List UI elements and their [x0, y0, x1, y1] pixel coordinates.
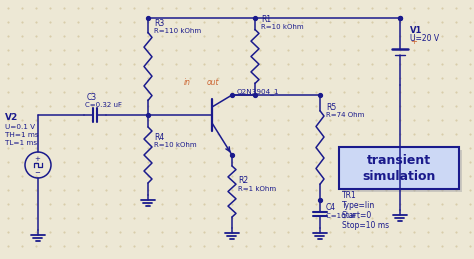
FancyBboxPatch shape	[342, 150, 462, 192]
Text: R=110 kOhm: R=110 kOhm	[154, 28, 201, 34]
Text: +: +	[34, 156, 40, 162]
Text: C4: C4	[326, 203, 336, 212]
Text: R=74 Ohm: R=74 Ohm	[326, 112, 365, 118]
Text: C=0.32 uF: C=0.32 uF	[85, 102, 122, 108]
Text: R4: R4	[154, 133, 164, 142]
Text: R2: R2	[238, 176, 248, 185]
Text: transient: transient	[367, 155, 431, 168]
Text: R=10 kOhm: R=10 kOhm	[261, 24, 304, 30]
Text: Q2N3904_1: Q2N3904_1	[237, 88, 280, 95]
Text: V2: V2	[5, 113, 18, 122]
Text: V1: V1	[410, 26, 422, 35]
Text: TR1: TR1	[342, 191, 357, 200]
Text: −: −	[34, 170, 40, 176]
Text: R=10 kOhm: R=10 kOhm	[154, 142, 197, 148]
Text: TH=1 ms: TH=1 ms	[5, 132, 38, 138]
Text: C=16 uF: C=16 uF	[326, 213, 356, 219]
Text: in: in	[184, 78, 191, 87]
Text: R5: R5	[326, 103, 336, 112]
Text: Type=lin: Type=lin	[342, 201, 375, 210]
FancyBboxPatch shape	[339, 147, 459, 189]
Text: TL=1 ms: TL=1 ms	[5, 140, 37, 146]
Text: R3: R3	[154, 19, 164, 28]
Text: C3: C3	[87, 93, 97, 102]
Text: +: +	[410, 37, 417, 46]
Text: simulation: simulation	[362, 169, 436, 183]
Text: Stop=10 ms: Stop=10 ms	[342, 221, 389, 230]
Text: U=0.1 V: U=0.1 V	[5, 124, 35, 130]
Text: R=1 kOhm: R=1 kOhm	[238, 186, 276, 192]
Text: Start=0: Start=0	[342, 211, 372, 220]
Text: R1: R1	[261, 15, 271, 24]
Text: out: out	[207, 78, 219, 87]
Text: U=20 V: U=20 V	[410, 34, 439, 43]
